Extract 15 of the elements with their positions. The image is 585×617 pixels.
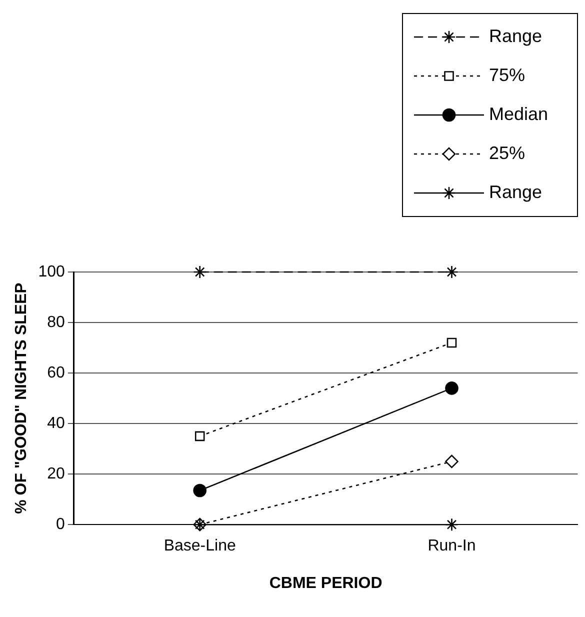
y-tick-label: 0 xyxy=(56,516,65,534)
legend-label: 25% xyxy=(489,142,526,163)
y-tick-label: 80 xyxy=(47,314,65,331)
x-axis-title: CBME PERIOD xyxy=(269,574,382,592)
y-tick-label: 40 xyxy=(47,414,65,432)
x-tick-label: Base-Line xyxy=(164,538,236,555)
y-tick-label: 100 xyxy=(38,263,65,280)
x-tick-label: Run-In xyxy=(428,538,476,555)
y-tick-label: 20 xyxy=(47,465,65,482)
y-axis-title: % OF "GOOD" NIGHTS SLEEP xyxy=(13,282,30,514)
legend-label: Range xyxy=(489,182,542,202)
y-tick-label: 60 xyxy=(47,364,65,382)
legend-label: Median xyxy=(489,104,548,124)
legend-label: 75% xyxy=(489,64,526,85)
legend-label: Range xyxy=(489,26,542,46)
